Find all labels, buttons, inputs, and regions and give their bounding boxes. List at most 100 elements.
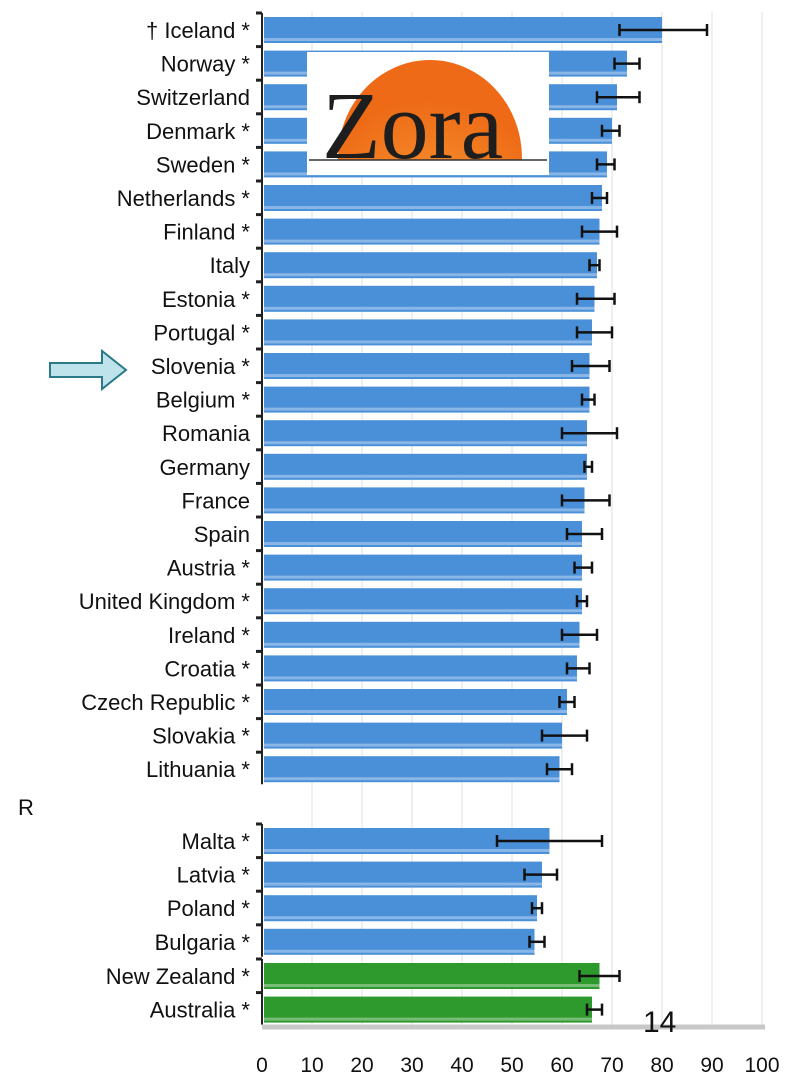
bar — [264, 487, 585, 514]
x-axis: 0 10 20 30 40 50 60 70 80 90 100 — [256, 1054, 779, 1077]
category-label: Poland * — [167, 896, 251, 921]
bar — [264, 285, 595, 312]
category-label: Denmark * — [146, 119, 250, 144]
bars-layer — [256, 11, 662, 1025]
x-tick-label: 0 — [256, 1054, 268, 1077]
bar — [264, 319, 592, 346]
bar-highlight — [264, 676, 577, 680]
category-labels: † Iceland * Norway * Switzerland Denmark * S… — [79, 18, 251, 1023]
x-tick-label: 100 — [744, 1054, 779, 1077]
bar-highlight — [264, 882, 542, 886]
category-label: Norway * — [161, 52, 251, 77]
bar-highlight — [264, 849, 550, 852]
bar-highlight — [264, 743, 562, 747]
x-tick-label: 30 — [400, 1054, 423, 1077]
category-label: Romania — [162, 421, 251, 446]
error-bars-layer — [495, 24, 709, 1016]
logo-text: Zora — [322, 72, 503, 179]
bar — [264, 420, 587, 447]
bar — [264, 963, 600, 989]
category-label: Netherlands * — [117, 186, 251, 211]
bar — [264, 521, 582, 547]
category-label: Germany — [160, 455, 250, 480]
bar-highlight — [264, 306, 595, 310]
category-label: Switzerland — [136, 85, 250, 110]
category-label: Croatia * — [164, 656, 250, 681]
category-label: Portugal * — [153, 320, 250, 345]
x-tick-label: 80 — [650, 1054, 673, 1077]
bar-highlight — [264, 374, 590, 377]
bar-highlight — [264, 542, 582, 545]
category-label: Malta * — [182, 829, 251, 854]
bar — [264, 218, 600, 245]
category-label: Sweden * — [156, 152, 251, 177]
category-label: Finland * — [163, 220, 250, 245]
bar — [264, 996, 592, 1023]
bar — [264, 928, 535, 955]
bar — [264, 655, 577, 682]
category-label: Latvia * — [177, 863, 251, 888]
bar-highlight — [264, 916, 537, 920]
x-tick-label: 90 — [700, 1054, 723, 1077]
x-tick-label: 40 — [450, 1054, 473, 1077]
category-label: † Iceland * — [146, 18, 250, 43]
category-label: Spain — [194, 522, 250, 547]
bar-highlight — [264, 239, 600, 243]
category-label: Australia * — [150, 998, 251, 1023]
bar-highlight — [264, 1017, 592, 1021]
bar — [264, 554, 582, 581]
bar — [264, 453, 587, 480]
bar-highlight — [264, 206, 602, 209]
bar — [264, 621, 580, 648]
x-tick-label: 10 — [300, 1054, 323, 1077]
x-tick-label: 60 — [550, 1054, 573, 1077]
category-label: Italy — [210, 253, 250, 278]
category-label: United Kingdom * — [79, 589, 251, 614]
bar-highlight — [264, 441, 587, 445]
category-label: Austria * — [167, 556, 251, 581]
bar — [264, 17, 662, 43]
bar — [264, 689, 567, 715]
bar-highlight — [264, 575, 582, 579]
bar-highlight — [264, 609, 582, 613]
bar — [264, 861, 542, 888]
bar — [264, 185, 602, 211]
category-label: France — [182, 488, 250, 513]
bar — [264, 386, 590, 413]
bar — [264, 252, 597, 279]
bar-highlight — [264, 508, 585, 512]
bar-highlight — [264, 642, 580, 646]
bar-highlight — [264, 273, 597, 277]
category-label: Czech Republic * — [81, 690, 250, 715]
bar-highlight — [264, 984, 600, 987]
category-label: Slovakia * — [152, 724, 250, 749]
bar-highlight — [264, 710, 567, 713]
highlight-arrow-icon — [49, 348, 128, 392]
x-tick-label: 70 — [600, 1054, 623, 1077]
category-label: New Zealand * — [106, 964, 251, 989]
sun-icon — [338, 60, 522, 160]
bar — [264, 895, 537, 922]
category-label: Estonia * — [162, 287, 250, 312]
category-label: Slovenia * — [151, 354, 251, 379]
zora-logo: Zora — [307, 52, 549, 179]
category-label: Ireland * — [168, 623, 250, 648]
x-tick-label: 20 — [350, 1054, 373, 1077]
margin-letter: R — [18, 795, 34, 820]
category-label: Belgium * — [156, 388, 251, 413]
bar-highlight — [264, 340, 592, 344]
category-label: Bulgaria * — [155, 930, 251, 955]
bar-highlight — [264, 474, 587, 478]
bar-highlight — [264, 38, 662, 41]
bar-highlight — [264, 407, 590, 411]
bar-highlight — [264, 949, 535, 953]
bar — [264, 588, 582, 615]
bar-highlight — [264, 777, 560, 781]
page-number: 14 — [643, 1006, 676, 1039]
bar — [264, 756, 560, 783]
category-label: Lithuania * — [146, 757, 250, 782]
bar — [264, 722, 562, 749]
x-tick-label: 50 — [500, 1054, 523, 1077]
grid-lines — [311, 12, 763, 1025]
